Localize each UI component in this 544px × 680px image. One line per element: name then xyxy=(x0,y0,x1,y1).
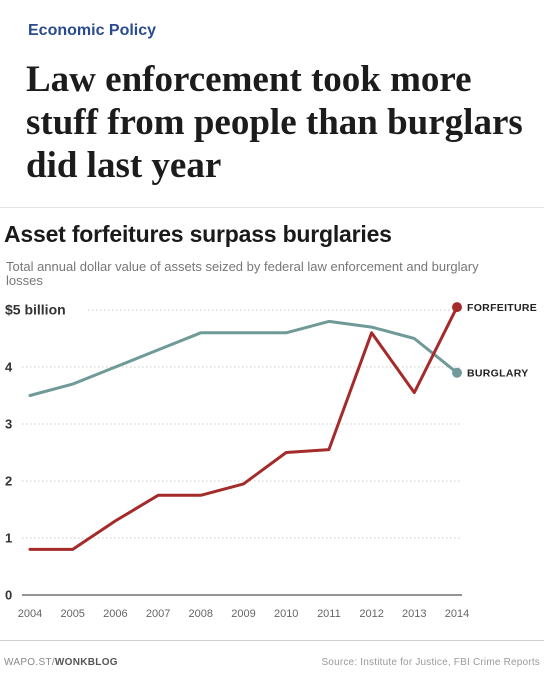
y-tick-label: 2 xyxy=(5,474,12,489)
x-tick-label: 2012 xyxy=(359,608,383,620)
section-kicker[interactable]: Economic Policy xyxy=(28,22,157,39)
chart-subtitle: Total annual dollar value of assets seiz… xyxy=(6,259,479,288)
x-tick-label: 2004 xyxy=(18,608,42,620)
series-label-burglary: BURGLARY xyxy=(467,368,529,380)
line-chart: 0 1 2 3 4 $5 billion 2004 2005 2006 2007 2008 2009 2… xyxy=(5,302,537,621)
x-tick-label: 2008 xyxy=(189,608,213,620)
x-tick-label: 2005 xyxy=(60,608,84,620)
series-line-burglary xyxy=(28,319,459,397)
series-end-point-forfeiture xyxy=(452,302,462,313)
x-tick-label: 2006 xyxy=(103,608,127,620)
series-line-forfeiture xyxy=(28,305,459,551)
x-tick-label: 2007 xyxy=(146,608,170,620)
footer-credit: Source: Institute for Justice, FBI Crime… xyxy=(321,657,540,668)
series-label-forfeiture: FORFEITURE xyxy=(467,302,537,314)
y-tick-label: $5 billion xyxy=(5,302,66,318)
divider xyxy=(0,207,544,208)
y-tick-label: 3 xyxy=(5,417,12,432)
x-tick-label: 2010 xyxy=(274,608,298,620)
x-tick-label: 2011 xyxy=(317,608,341,620)
x-tick-label: 2014 xyxy=(445,608,469,620)
chart-title: Asset forfeitures surpass burglaries xyxy=(4,221,392,247)
article-headline: Law enforcement took more stuff from peo… xyxy=(26,59,523,186)
y-tick-label: 1 xyxy=(5,531,12,546)
x-tick-label: 2013 xyxy=(402,608,426,620)
footer-source-link[interactable]: WAPO.ST/WONKBLOG xyxy=(4,657,118,668)
source-site: WAPO.ST/ xyxy=(4,657,55,668)
x-tick-label: 2009 xyxy=(231,608,255,620)
y-tick-label: 0 xyxy=(5,588,12,603)
y-tick-label: 4 xyxy=(5,360,13,375)
series-end-point-burglary xyxy=(452,367,462,378)
footer-divider xyxy=(0,640,544,641)
source-blog: WONKBLOG xyxy=(54,657,118,668)
